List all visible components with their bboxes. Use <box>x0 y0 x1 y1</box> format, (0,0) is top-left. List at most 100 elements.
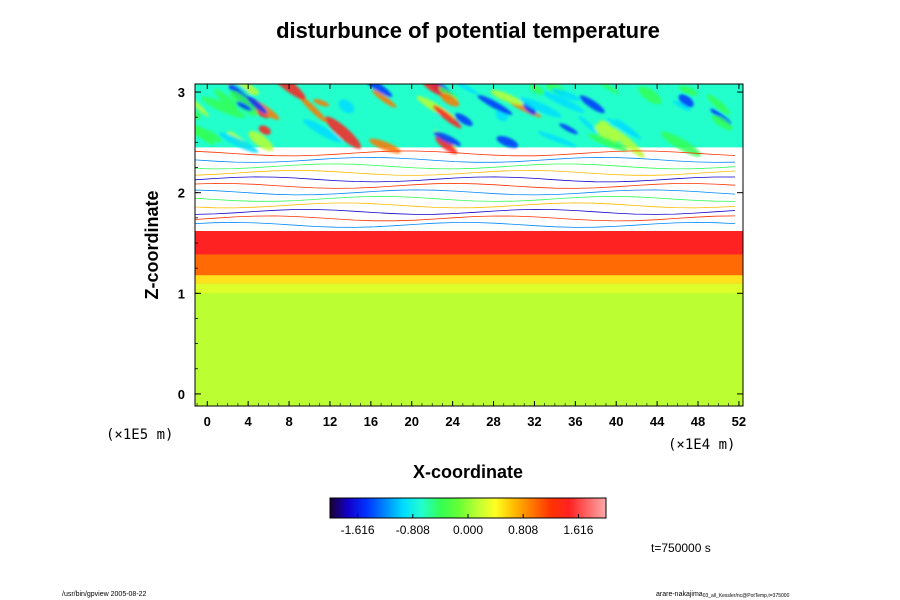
y-axis-label: Z-coordinate <box>142 190 162 299</box>
footer-right-main: arare-nakajima <box>656 591 703 598</box>
contour-line <box>195 189 736 196</box>
contour-line <box>195 208 736 215</box>
texture-blob <box>496 135 519 148</box>
x-tick-label: 40 <box>609 414 623 429</box>
texture-blob <box>435 136 458 155</box>
field-layer <box>195 84 743 406</box>
texture-blob <box>298 95 327 123</box>
texture-blob <box>522 101 537 115</box>
x-tick-label: 52 <box>732 414 746 429</box>
x-tick-label: 44 <box>650 414 665 429</box>
colorbar-tick-label: 0.000 <box>453 523 483 537</box>
y-tick-label: 2 <box>178 186 185 201</box>
texture-blob <box>218 132 259 153</box>
x-tick-label: 0 <box>204 414 211 429</box>
warm-band-fade <box>195 283 743 294</box>
texture-blob <box>559 123 578 135</box>
texture-blob <box>230 84 250 96</box>
texture-blob <box>672 100 691 112</box>
x-tick-label: 20 <box>405 414 419 429</box>
texture-blob <box>433 131 461 147</box>
colorbar-tick-label: 1.616 <box>563 523 593 537</box>
texture-blob <box>477 94 513 115</box>
x-tick-label: 36 <box>568 414 582 429</box>
texture-blob <box>338 99 355 114</box>
texture-blob <box>598 120 611 129</box>
contour-line <box>195 182 736 189</box>
texture-blob <box>579 95 605 114</box>
texture-blob <box>359 84 393 97</box>
texture-blob <box>214 89 238 112</box>
texture-blob <box>248 130 274 152</box>
x-tick-label: 28 <box>486 414 500 429</box>
colorbar-tick-label: -0.808 <box>396 523 430 537</box>
texture-blob <box>588 133 629 152</box>
contour-line <box>195 163 736 170</box>
contour-line <box>195 169 736 176</box>
y-tick-label: 3 <box>178 85 185 100</box>
contour-line <box>195 215 736 222</box>
texture-blob <box>440 93 460 107</box>
texture-blob <box>594 123 618 144</box>
texture-blob <box>454 113 473 126</box>
x-tick-label: 24 <box>445 414 460 429</box>
warm-band-yellow <box>195 275 743 284</box>
x-tick-label: 12 <box>323 414 337 429</box>
texture-blob <box>711 115 733 131</box>
colorbar-tick-label: 0.808 <box>508 523 538 537</box>
texture-blob <box>432 105 462 129</box>
x-tick-label: 8 <box>285 414 292 429</box>
time-label: t=750000 s <box>651 541 711 555</box>
texture-blob <box>369 138 402 154</box>
texture-blob <box>529 84 545 95</box>
texture-blob <box>678 94 694 108</box>
colorbar: -1.616 -0.808 0.000 0.808 1.616 <box>329 497 607 537</box>
texture-blob <box>678 85 698 96</box>
chart-title: disturbunce of potential temperature <box>276 18 660 43</box>
y-axis: 0 1 2 3 <box>178 85 743 402</box>
x-axis: 0 4 8 12 16 20 24 28 32 36 40 44 48 52 <box>196 84 746 429</box>
texture-blob <box>490 89 524 106</box>
texture-blob <box>638 86 662 105</box>
x-tick-label: 32 <box>527 414 541 429</box>
texture-blob <box>201 96 246 118</box>
texture-blob <box>519 97 562 118</box>
footer-left: /usr/bin/gpview 2005-08-22 <box>62 591 147 598</box>
plot-area <box>195 84 743 406</box>
x-tick-label: 16 <box>364 414 378 429</box>
contour-line <box>195 221 736 228</box>
x-tick-label: 4 <box>245 414 253 429</box>
contour-line <box>195 176 735 183</box>
texture-blob <box>236 101 252 112</box>
texture-blob <box>313 98 330 107</box>
texture-blob <box>551 88 581 101</box>
texture-blob <box>303 119 343 143</box>
contour-line <box>195 195 736 202</box>
contour-line <box>195 150 736 157</box>
contour-line <box>195 156 736 163</box>
texture-blob <box>541 90 585 113</box>
texture-blob <box>325 116 362 149</box>
x-tick-label: 48 <box>691 414 705 429</box>
band-contours <box>195 150 736 228</box>
upper-texture <box>195 84 733 158</box>
texture-blob <box>246 95 268 114</box>
texture-blob <box>195 96 209 117</box>
texture-blob <box>220 84 260 96</box>
texture-blob <box>608 126 645 158</box>
y-scale-label: (×1E5 m) <box>106 427 173 443</box>
x-scale-label: (×1E4 m) <box>668 437 735 453</box>
texture-blob <box>660 131 702 157</box>
footer-right-sub: 03_all_Kessler/nc@PotTemp,t=375000 <box>703 593 790 599</box>
texture-blob <box>537 131 577 148</box>
region-0 <box>195 283 743 406</box>
texture-blob <box>706 94 730 115</box>
colorbar-ticks: -1.616 -0.808 0.000 0.808 1.616 <box>341 514 594 537</box>
plot-frame <box>194 83 744 407</box>
colorbar-tick-label: -1.616 <box>341 523 375 537</box>
texture-blob <box>371 89 397 108</box>
y-tick-label: 1 <box>178 286 185 301</box>
texture-blob <box>606 117 639 139</box>
x-axis-label: X-coordinate <box>413 462 523 482</box>
contour-line <box>195 202 736 209</box>
